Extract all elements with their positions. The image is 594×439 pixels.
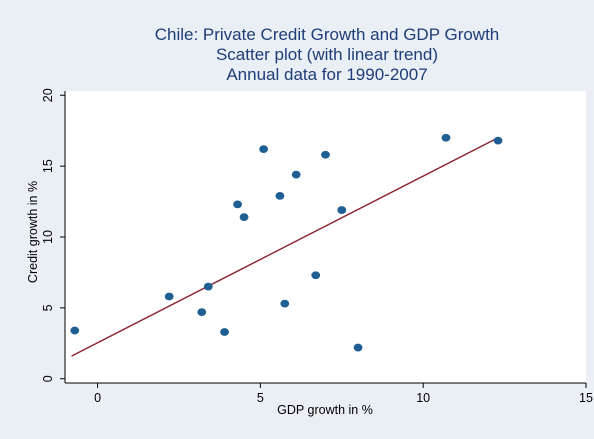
x-tick-label: 15 xyxy=(579,391,593,405)
scatter-point xyxy=(275,191,285,200)
chart-title-line-2: Scatter plot (with linear trend) xyxy=(216,45,438,64)
chart-title-line-3: Annual data for 1990-2007 xyxy=(226,65,427,84)
x-axis-ticks: 0 5 10 15 xyxy=(94,383,593,405)
y-tick-label: 5 xyxy=(41,304,55,311)
x-axis-label: GDP growth in % xyxy=(277,403,373,417)
scatter-point xyxy=(239,213,249,222)
y-axis-label: Credit growth in % xyxy=(26,181,40,283)
y-tick-label: 20 xyxy=(41,88,55,102)
chart-title-line-1: Chile: Private Credit Growth and GDP Gro… xyxy=(155,25,500,44)
scatter-point xyxy=(321,150,330,159)
y-tick-label: 0 xyxy=(41,375,55,382)
scatter-point xyxy=(164,292,174,301)
plot-area xyxy=(65,91,586,383)
y-axis-ticks: 0 5 10 15 20 xyxy=(41,88,65,382)
scatter-point xyxy=(291,170,301,179)
trend-line-group xyxy=(71,137,499,357)
scatter-point xyxy=(441,133,451,142)
scatter-point xyxy=(70,326,80,335)
x-tick-label: 10 xyxy=(416,391,430,405)
y-tick-label: 15 xyxy=(41,159,55,173)
scatter-points xyxy=(70,133,503,352)
scatter-point xyxy=(337,206,347,214)
scatter-point xyxy=(233,200,242,209)
scatter-point xyxy=(493,136,503,145)
linear-trend-line xyxy=(71,137,499,357)
scatter-point xyxy=(203,282,213,291)
x-tick-label: 5 xyxy=(257,391,264,405)
scatter-point xyxy=(220,328,229,336)
scatter-point xyxy=(311,271,321,280)
scatter-point xyxy=(197,308,207,317)
scatter-point xyxy=(280,299,290,308)
x-tick-label: 0 xyxy=(94,391,101,405)
scatter-point xyxy=(259,145,269,154)
scatter-point xyxy=(353,343,363,352)
y-tick-label: 10 xyxy=(41,230,55,244)
